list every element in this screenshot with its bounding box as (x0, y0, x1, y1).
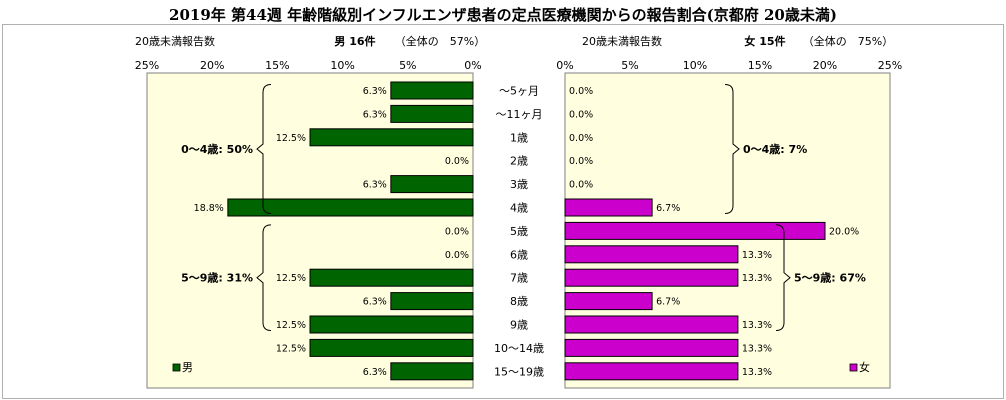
bracket-label-male: 5〜9歳: 31% (181, 271, 253, 285)
category-label: 8歳 (510, 295, 528, 308)
category-label: 2歳 (510, 155, 528, 168)
chart-title: 2019年 第44週 年齢階級別インフルエンザ患者の定点医療機関からの報告割合(… (169, 6, 837, 24)
data-label-male: 6.3% (363, 109, 387, 120)
category-label: 7歳 (510, 272, 528, 285)
header-male: 男 16件 (334, 34, 375, 48)
data-label-female: 6.7% (656, 203, 680, 214)
bracket-label-male: 0〜4歳: 50% (181, 142, 253, 156)
legend-swatch-male (172, 363, 181, 372)
tick-label-male: 10% (330, 59, 354, 72)
data-label-male: 0.0% (445, 156, 469, 167)
data-label-male: 0.0% (445, 250, 469, 261)
tick-label-male: 5% (399, 59, 416, 72)
data-label-female: 6.7% (656, 297, 680, 308)
bar-female (564, 292, 653, 311)
data-label-female: 0.0% (569, 180, 593, 191)
tick-label-female: 10% (683, 59, 707, 72)
data-label-male: 6.3% (363, 180, 387, 191)
data-label-male: 12.5% (276, 343, 306, 354)
legend-swatch-female (849, 363, 858, 372)
share-female: （全体の 75%） (803, 34, 893, 48)
tick-label-female: 20% (813, 59, 837, 72)
data-label-female: 13.3% (742, 367, 772, 378)
data-label-male: 12.5% (276, 320, 306, 331)
legend-label-male: 男 (182, 361, 193, 374)
category-label: 〜5ヶ月 (499, 85, 539, 98)
bracket-label-female: 0〜4歳: 7% (743, 142, 807, 156)
data-label-female: 20.0% (829, 226, 859, 237)
category-label: 5歳 (510, 225, 528, 238)
plot-area-male (146, 72, 474, 389)
header-female: 女 15件 (744, 34, 785, 48)
bar-female (564, 362, 739, 381)
category-label: 15〜19歳 (494, 365, 544, 378)
tick-label-male: 15% (265, 59, 289, 72)
bracket-female (775, 224, 791, 331)
bar-male (309, 315, 474, 334)
chart-frame (2, 24, 1004, 399)
bar-female (564, 198, 653, 217)
bar-male (390, 81, 474, 100)
data-label-female: 13.3% (742, 273, 772, 284)
bar-female (564, 338, 739, 357)
category-label: 3歳 (510, 178, 528, 191)
data-label-female: 0.0% (569, 133, 593, 144)
bracket-male (256, 224, 272, 331)
axis-title-female: 20歳未満報告数 (582, 35, 662, 48)
tick-label-male: 0% (464, 59, 481, 72)
category-label: 10〜14歳 (494, 342, 544, 355)
tick-label-female: 15% (748, 59, 772, 72)
axis-title-male: 20歳未満報告数 (135, 35, 215, 48)
data-label-male: 18.8% (194, 203, 224, 214)
data-label-male: 12.5% (276, 133, 306, 144)
bar-male (309, 128, 474, 147)
data-label-male: 6.3% (363, 367, 387, 378)
data-label-female: 13.3% (742, 320, 772, 331)
tick-label-female: 5% (621, 59, 638, 72)
bracket-female (724, 84, 740, 214)
data-label-male: 0.0% (445, 226, 469, 237)
bracket-male (256, 84, 272, 214)
bar-male (309, 268, 474, 287)
tick-label-male: 25% (135, 59, 159, 72)
bar-male (390, 175, 474, 194)
share-male: （全体の 57%） (395, 34, 485, 48)
bar-male (390, 292, 474, 311)
bar-male (390, 104, 474, 123)
bar-female (564, 221, 826, 240)
data-label-female: 0.0% (569, 156, 593, 167)
tick-label-female: 25% (878, 59, 902, 72)
bracket-label-female: 5〜9歳: 67% (794, 271, 866, 285)
data-label-female: 13.3% (742, 250, 772, 261)
bar-male (227, 198, 474, 217)
category-label: 6歳 (510, 248, 528, 261)
data-label-male: 12.5% (276, 273, 306, 284)
data-label-female: 13.3% (742, 343, 772, 354)
tick-label-male: 20% (200, 59, 224, 72)
bar-female (564, 315, 739, 334)
bar-female (564, 245, 739, 264)
category-label: 〜11ヶ月 (496, 108, 543, 121)
bar-male (309, 338, 474, 357)
category-label: 4歳 (510, 202, 528, 215)
bar-female (564, 268, 739, 287)
category-label: 9歳 (510, 319, 528, 332)
tick-label-female: 0% (556, 59, 573, 72)
data-label-female: 0.0% (569, 86, 593, 97)
data-label-female: 0.0% (569, 109, 593, 120)
data-label-male: 6.3% (363, 297, 387, 308)
category-label: 1歳 (510, 131, 528, 144)
data-label-male: 6.3% (363, 86, 387, 97)
bar-male (390, 362, 474, 381)
legend-label-female: 女 (859, 360, 870, 374)
